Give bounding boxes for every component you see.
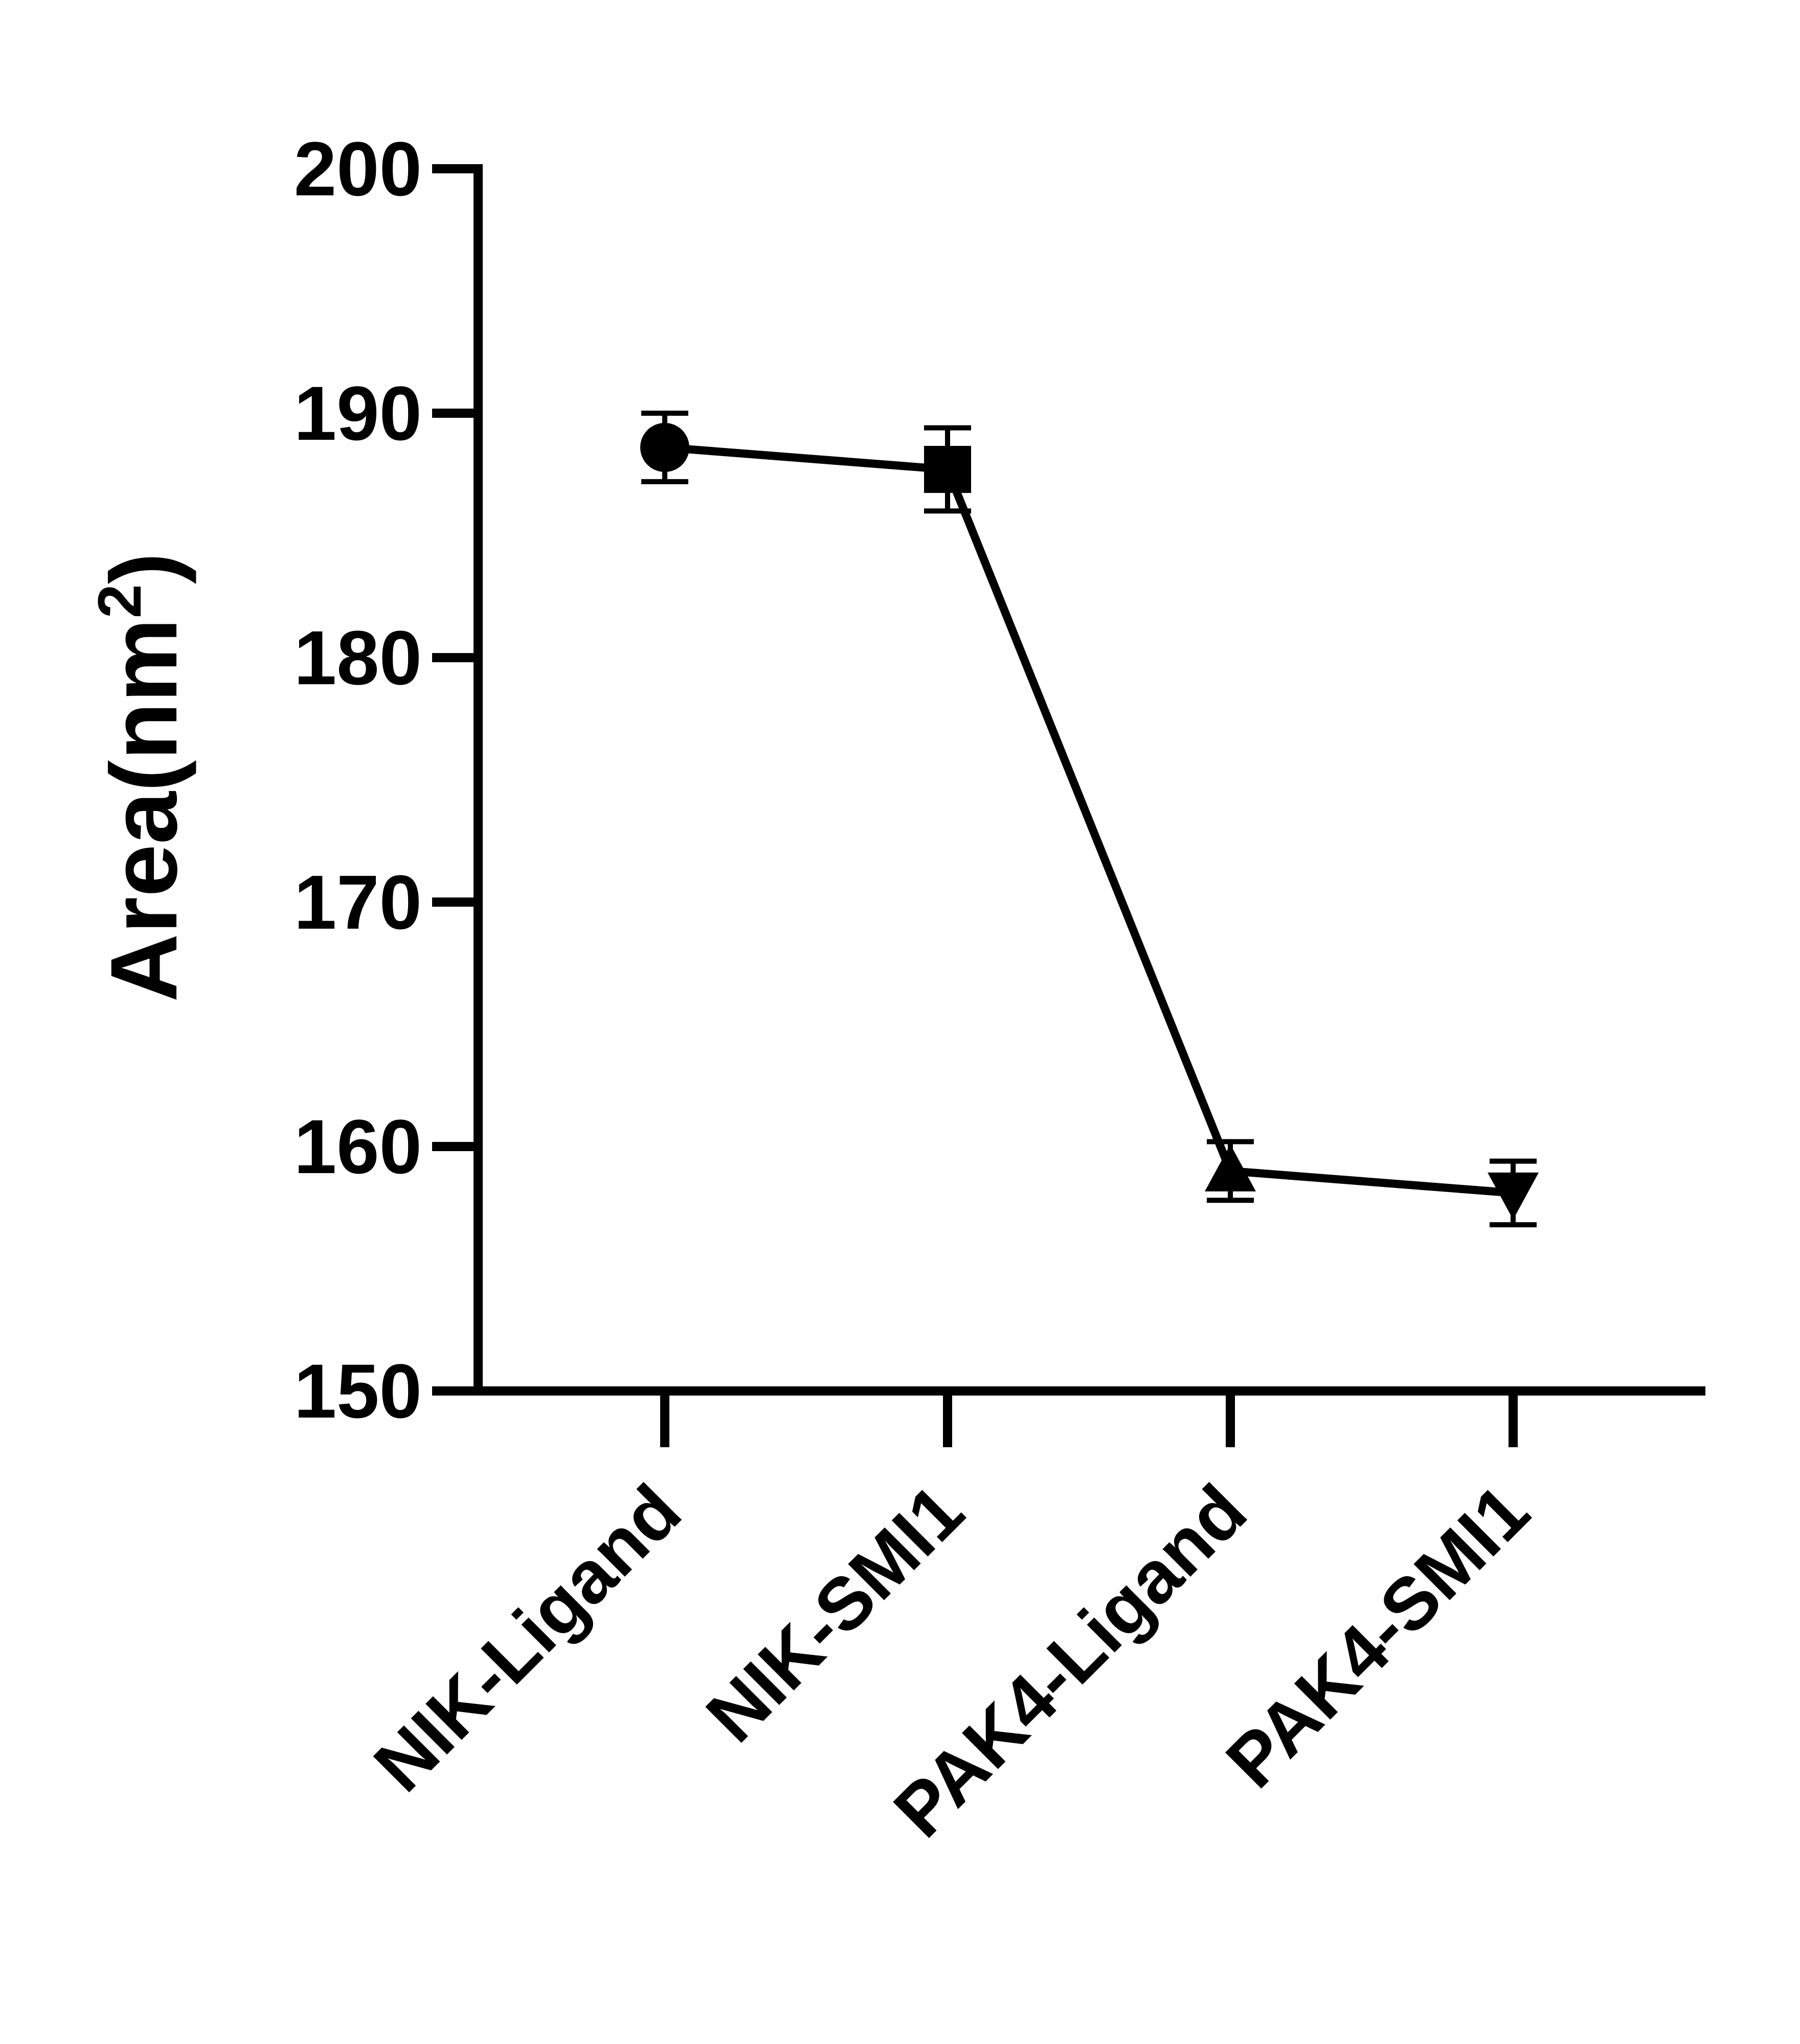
x-category-label: NIK-SMI1 <box>690 1469 979 1758</box>
y-tick-label: 190 <box>294 370 422 456</box>
marker-circle <box>640 422 689 472</box>
series-line <box>664 443 1514 1197</box>
x-category-label: NIK-Ligand <box>358 1469 696 1807</box>
y-axis-title-suffix: ) <box>92 553 197 585</box>
y-tick-label: 200 <box>294 126 422 212</box>
axes-layer <box>432 164 1705 1447</box>
y-tick-label: 180 <box>294 615 422 701</box>
x-category-label: PAK4-SMI1 <box>1210 1469 1545 1803</box>
y-tick-label: 150 <box>294 1348 422 1434</box>
marker-square <box>924 445 971 493</box>
y-axis-title-main: Area(nm <box>92 618 197 1002</box>
data-layer <box>640 411 1539 1227</box>
y-tick-label: 170 <box>294 859 422 945</box>
marker-triangle-up <box>1205 1144 1256 1192</box>
y-tick-label: 160 <box>294 1104 422 1189</box>
marker-triangle-down <box>1488 1172 1539 1220</box>
y-axis-title: Area(nm2) <box>85 553 197 1002</box>
y-axis-title-superscript: 2 <box>85 584 154 618</box>
